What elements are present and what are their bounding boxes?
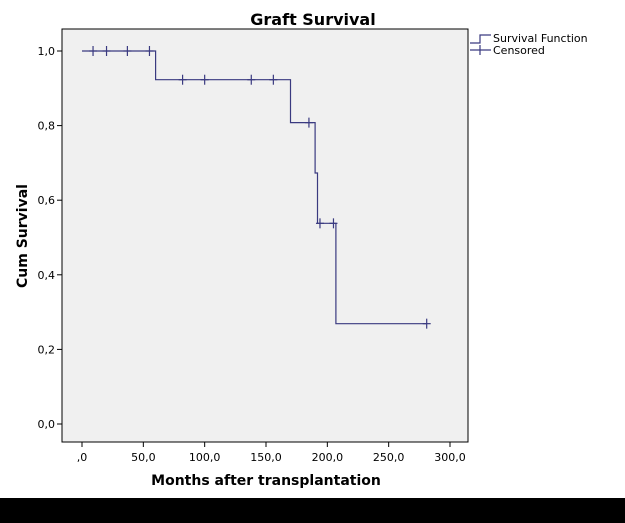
censored-mark — [178, 74, 187, 85]
bottom-black-bar — [0, 498, 625, 523]
legend: Survival Function Censored — [470, 32, 588, 57]
censored-mark — [304, 117, 313, 128]
x-tick-label: 250,0 — [373, 451, 405, 464]
legend-survival-icon — [470, 34, 491, 44]
x-tick-label: 50,0 — [131, 451, 156, 464]
censored-mark — [89, 46, 98, 56]
chart-title: Graft Survival — [250, 10, 375, 29]
x-tick-label: 100,0 — [189, 451, 221, 464]
censored-mark — [247, 74, 256, 85]
y-tick-label: 0,8 — [38, 120, 56, 133]
censored-mark — [145, 46, 154, 56]
y-tick-label: 0,2 — [38, 343, 56, 356]
y-axis: 0,0 0,2 0,4 0,6 0,8 1,0 — [38, 45, 62, 431]
legend-censored-label: Censored — [493, 44, 545, 57]
x-axis-label: Months after transplantation — [151, 473, 381, 489]
series-layer — [82, 50, 427, 325]
y-tick-label: 0,0 — [38, 418, 56, 431]
y-tick-label: 0,4 — [38, 269, 56, 282]
censor-layer — [89, 46, 431, 329]
x-tick-label: 150,0 — [250, 451, 282, 464]
km-chart: Graft Survival 0,0 0,2 0,4 0,6 0,8 1,0 ,0 50,0… — [15, 10, 588, 489]
x-tick-label: 200,0 — [312, 451, 344, 464]
censored-mark — [269, 74, 278, 85]
y-axis-label: Cum Survival — [15, 184, 31, 288]
censored-mark — [329, 218, 338, 229]
y-tick-label: 0,6 — [38, 194, 56, 207]
chart-area: Graft Survival 0,0 0,2 0,4 0,6 0,8 1,0 ,0 50,0… — [15, 10, 588, 489]
plot-background — [61, 28, 469, 443]
censored-mark — [102, 46, 111, 56]
x-tick-label: 300,0 — [434, 451, 466, 464]
censored-mark — [422, 318, 431, 329]
censored-mark — [123, 46, 132, 56]
x-axis: ,0 50,0 100,0 150,0 200,0 250,0 300,0 — [77, 442, 466, 464]
censored-mark — [315, 218, 324, 229]
y-tick-label: 1,0 — [38, 45, 56, 58]
survival-function-line — [82, 50, 427, 325]
censored-mark — [200, 74, 209, 85]
legend-survival-label: Survival Function — [493, 32, 588, 45]
x-tick-label: ,0 — [77, 451, 88, 464]
